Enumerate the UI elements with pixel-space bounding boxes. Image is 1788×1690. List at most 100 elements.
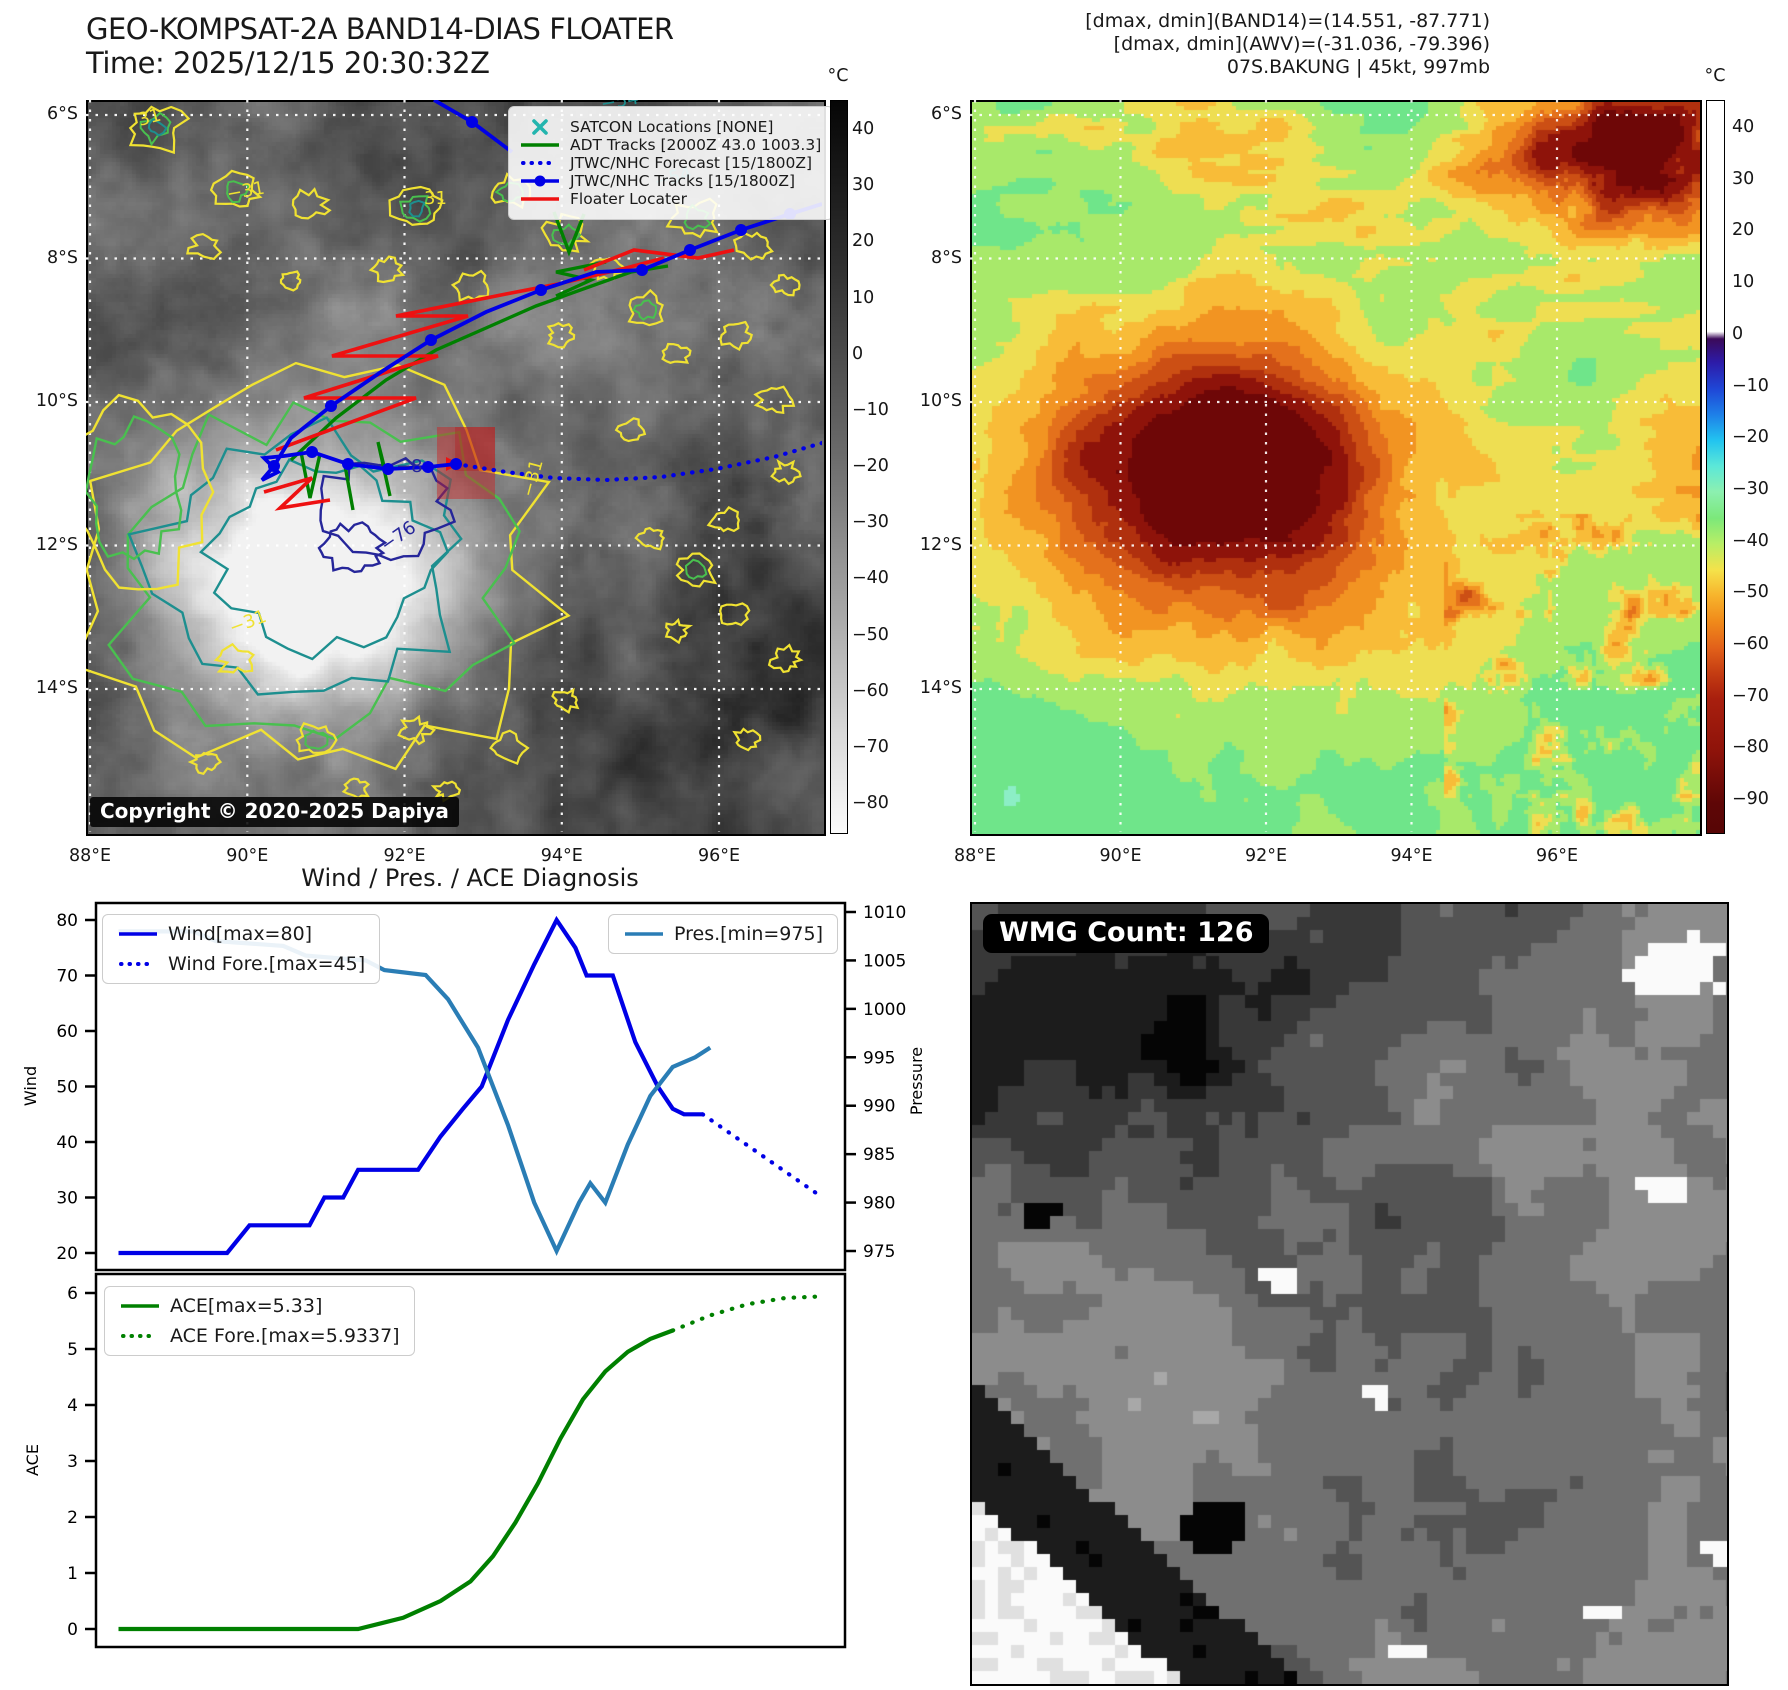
left-colorbar-tick: 20	[852, 231, 875, 252]
right-colorbar-tick: −60	[1732, 634, 1769, 654]
series-wind-fore-	[700, 1112, 825, 1200]
wind-ytick: 40	[56, 1133, 78, 1153]
right-colorbar-tick: −30	[1732, 478, 1769, 499]
left-colorbar-tick: 40	[852, 119, 875, 139]
left-map-lat-label: 12°S	[35, 534, 78, 555]
left-map-lon-label: 94°E	[540, 846, 583, 866]
line-icon	[625, 932, 663, 936]
chart-legend-label: Pres.[min=975]	[674, 923, 823, 945]
line-icon	[121, 1304, 159, 1308]
map-legend-label: Floater Locater	[570, 190, 687, 208]
left-map-lat-label: 10°S	[35, 391, 78, 411]
pressure-ytick: 980	[863, 1194, 895, 1214]
chart-legend-item: Pres.[min=975]	[623, 923, 823, 945]
right-colorbar-unit: °C	[1704, 66, 1726, 86]
left-map-lon-label: 92°E	[383, 846, 426, 866]
wind-ytick: 70	[56, 967, 78, 987]
pressure-ytick: 995	[863, 1048, 895, 1068]
left-colorbar-tick: −10	[852, 399, 889, 420]
left-map-lat-label: 8°S	[47, 247, 78, 268]
right-colorbar-tick: 40	[1732, 117, 1755, 137]
map-legend-item: JTWC/NHC Forecast [15/1800Z]	[519, 154, 823, 172]
ace-ytick: 5	[67, 1340, 78, 1360]
line-icon	[119, 932, 157, 936]
left-colorbar-tick: −20	[852, 456, 889, 477]
pressure-ytick: 1000	[863, 1000, 906, 1020]
left-colorbar-tick: −70	[852, 736, 889, 757]
chart-legend-label: ACE[max=5.33]	[170, 1295, 323, 1317]
ace-ytick: 4	[67, 1396, 78, 1416]
right-colorbar-tick: −50	[1732, 582, 1769, 603]
left-colorbar-unit: °C	[827, 66, 849, 86]
wind-axis-title: Wind	[21, 1066, 40, 1106]
left-colorbar-tick: −40	[852, 568, 889, 589]
chart-legend-label: Wind[max=80]	[168, 923, 313, 945]
enhanced-ir-image	[970, 100, 1702, 836]
map-legend-item: JTWC/NHC Tracks [15/1800Z]	[519, 172, 823, 190]
chart-legend-item: Wind[max=80]	[117, 923, 365, 945]
right-map-lat-label: 10°S	[919, 391, 962, 411]
ace-legend: ACE[max=5.33] ACE Fore.[max=5.9337]	[104, 1286, 415, 1356]
wind-pres-ace-charts: 8070605040302010101005100099599098598097…	[21, 901, 926, 1649]
right-colorbar-tick: −10	[1732, 375, 1769, 396]
map-legend-item: Floater Locater	[519, 190, 823, 208]
chart-legend-item: Wind Fore.[max=45]	[117, 953, 365, 975]
right-map-lat-label: 14°S	[919, 678, 962, 698]
right-colorbar-tick: 10	[1732, 272, 1755, 293]
pressure-ytick: 975	[863, 1242, 895, 1262]
left-colorbar-tick: −50	[852, 624, 889, 645]
wind-ytick: 60	[56, 1022, 78, 1042]
dotted-line-icon	[121, 1334, 159, 1338]
right-map-lon-label: 90°E	[1099, 846, 1142, 866]
dotted-line-icon	[521, 161, 559, 165]
track-line-icon	[521, 175, 559, 187]
line-icon	[521, 197, 559, 201]
right-map-lat-label: 6°S	[931, 104, 962, 124]
series-ace	[118, 1328, 674, 1632]
wind-ytick: 30	[56, 1189, 78, 1209]
map-legend-label: SATCON Locations [NONE]	[570, 118, 774, 136]
line-icon	[521, 143, 559, 147]
storm-info-block: [dmax, dmin](BAND14)=(14.551, -87.771) […	[1085, 10, 1490, 79]
pressure-axis-title: Pressure	[907, 1047, 926, 1115]
left-map-lon-label: 96°E	[697, 846, 741, 866]
map-legend-label: JTWC/NHC Tracks [15/1800Z]	[570, 172, 796, 190]
wind-ytick: 50	[56, 1078, 78, 1098]
right-colorbar	[1706, 100, 1725, 834]
wmg-image	[970, 902, 1729, 1686]
dmax-dmin-band14: [dmax, dmin](BAND14)=(14.551, -87.771)	[1085, 10, 1490, 32]
pressure-ytick: 1010	[863, 903, 906, 923]
map-legend-label: JTWC/NHC Forecast [15/1800Z]	[570, 154, 813, 172]
chart-legend-label: Wind Fore.[max=45]	[168, 953, 366, 975]
ace-ytick: 6	[67, 1284, 78, 1304]
storm-id-intensity: 07S.BAKUNG | 45kt, 997mb	[1226, 56, 1490, 78]
left-colorbar-tick: −30	[852, 512, 889, 533]
right-colorbar-tick: −90	[1732, 789, 1769, 810]
left-map-lon-label: 90°E	[226, 846, 269, 866]
right-map-lon-label: 92°E	[1244, 846, 1288, 866]
chart-legend-item: ACE Fore.[max=5.9337]	[119, 1325, 400, 1347]
left-colorbar-tick: 30	[852, 175, 875, 196]
ace-ytick: 0	[67, 1620, 78, 1640]
wmg-count-badge: WMG Count: 126	[983, 914, 1270, 953]
map-legend-item: ADT Tracks [2000Z 43.0 1003.3]	[519, 136, 823, 154]
right-colorbar-tick: 20	[1732, 220, 1755, 241]
left-colorbar-tick: −80	[852, 793, 889, 814]
ace-ytick: 3	[67, 1452, 78, 1472]
right-map-lat-label: 8°S	[931, 247, 962, 268]
right-colorbar-tick: −20	[1732, 427, 1769, 448]
ace-ytick: 1	[67, 1564, 78, 1584]
right-map-lon-label: 88°E	[953, 846, 997, 866]
map-legend: SATCON Locations [NONE] ADT Tracks [2000Z…	[508, 106, 834, 220]
dmax-dmin-awv: [dmax, dmin](AWV)=(-31.036, -79.396)	[1113, 33, 1490, 55]
wind-ytick: 80	[56, 911, 78, 931]
satcon-x-icon	[532, 119, 548, 135]
pressure-ytick: 1005	[863, 951, 906, 971]
right-colorbar-tick: 0	[1732, 323, 1744, 344]
pressure-legend: Pres.[min=975]	[608, 914, 838, 954]
copyright-badge: Copyright © 2020-2025 Dapiya	[90, 797, 459, 827]
right-colorbar-tick: −40	[1732, 530, 1769, 551]
right-map-lon-label: 96°E	[1535, 846, 1579, 866]
right-colorbar-tick: 30	[1732, 168, 1755, 189]
